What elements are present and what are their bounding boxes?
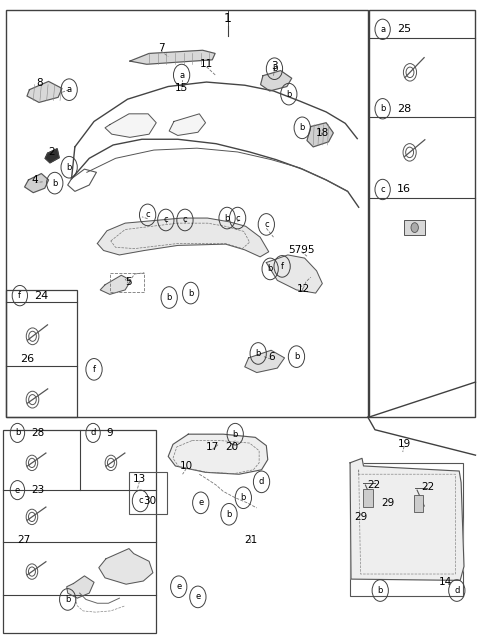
- Circle shape: [411, 223, 419, 233]
- Text: c: c: [138, 496, 143, 505]
- Text: b: b: [294, 352, 299, 361]
- Text: b: b: [167, 293, 172, 302]
- Text: e: e: [195, 592, 201, 601]
- Text: d: d: [259, 477, 264, 487]
- Text: 27: 27: [17, 535, 31, 545]
- Text: 8: 8: [36, 78, 43, 89]
- Text: 7: 7: [158, 43, 164, 53]
- Polygon shape: [105, 114, 156, 138]
- Text: c: c: [183, 215, 187, 224]
- Bar: [404, 220, 425, 235]
- Text: 20: 20: [225, 442, 239, 452]
- Text: 24: 24: [34, 290, 48, 301]
- Text: 9: 9: [106, 428, 113, 438]
- Text: b: b: [267, 264, 273, 273]
- Text: 16: 16: [397, 185, 411, 194]
- Text: 19: 19: [397, 439, 411, 448]
- Text: 30: 30: [144, 496, 156, 506]
- Text: e: e: [198, 498, 204, 507]
- Polygon shape: [45, 149, 59, 163]
- Polygon shape: [266, 255, 323, 293]
- Text: 23: 23: [31, 485, 44, 495]
- Bar: [414, 494, 423, 512]
- Text: d: d: [90, 429, 96, 438]
- Text: e: e: [176, 582, 181, 591]
- Text: 11: 11: [200, 59, 213, 69]
- Polygon shape: [169, 114, 205, 136]
- Text: 29: 29: [381, 498, 394, 508]
- Text: 17: 17: [205, 442, 219, 452]
- Polygon shape: [168, 434, 268, 474]
- Text: f: f: [93, 365, 96, 374]
- Polygon shape: [100, 275, 131, 294]
- Polygon shape: [99, 548, 153, 584]
- Text: c: c: [264, 220, 269, 229]
- Text: 1: 1: [224, 12, 232, 25]
- Text: 6: 6: [268, 352, 275, 362]
- Text: 15: 15: [175, 83, 188, 94]
- Text: f: f: [281, 262, 284, 271]
- Bar: [3, 430, 156, 633]
- Text: 22: 22: [367, 480, 381, 490]
- Polygon shape: [261, 71, 292, 91]
- Polygon shape: [350, 459, 464, 580]
- Polygon shape: [67, 576, 94, 598]
- Text: a: a: [380, 25, 385, 34]
- Text: 5795: 5795: [288, 245, 314, 255]
- Text: 28: 28: [31, 428, 44, 438]
- Text: b: b: [66, 162, 72, 172]
- Text: a: a: [179, 71, 184, 80]
- Text: b: b: [224, 213, 230, 222]
- Text: b: b: [255, 349, 261, 358]
- Text: b: b: [226, 510, 232, 519]
- Polygon shape: [307, 123, 333, 147]
- Text: b: b: [52, 178, 58, 188]
- Text: 5: 5: [126, 276, 132, 287]
- Text: a: a: [67, 85, 72, 94]
- Text: b: b: [65, 595, 71, 604]
- Text: c: c: [235, 213, 240, 222]
- Text: 13: 13: [133, 474, 146, 483]
- Bar: [350, 463, 463, 596]
- Text: b: b: [240, 493, 246, 502]
- Text: b: b: [378, 586, 383, 595]
- Text: b: b: [15, 429, 20, 438]
- Text: b: b: [232, 430, 238, 439]
- Text: b: b: [272, 64, 277, 73]
- Text: 21: 21: [244, 534, 258, 545]
- Text: c: c: [380, 185, 385, 194]
- Text: b: b: [188, 289, 193, 297]
- Text: 18: 18: [316, 128, 329, 138]
- Polygon shape: [27, 82, 62, 103]
- Bar: [363, 489, 372, 507]
- Polygon shape: [245, 350, 285, 373]
- Bar: [129, 472, 167, 513]
- Polygon shape: [24, 173, 48, 192]
- Bar: [369, 10, 476, 417]
- Text: 4: 4: [32, 175, 38, 185]
- Text: e: e: [15, 485, 20, 494]
- Text: 14: 14: [439, 577, 453, 587]
- Text: b: b: [380, 104, 385, 113]
- Text: c: c: [164, 215, 168, 224]
- Bar: [6, 10, 368, 417]
- Text: 22: 22: [421, 482, 435, 492]
- Text: 10: 10: [180, 461, 193, 471]
- Text: d: d: [454, 586, 459, 595]
- Polygon shape: [97, 218, 269, 257]
- Text: 2: 2: [48, 147, 55, 157]
- Text: 25: 25: [397, 24, 411, 34]
- Text: b: b: [300, 124, 305, 132]
- Bar: [6, 290, 77, 417]
- Text: 12: 12: [297, 283, 310, 294]
- Text: b: b: [286, 90, 291, 99]
- Text: 29: 29: [354, 512, 368, 522]
- Text: 26: 26: [20, 354, 34, 364]
- Text: 28: 28: [397, 104, 411, 114]
- Text: f: f: [18, 291, 21, 300]
- Polygon shape: [130, 50, 215, 64]
- Text: c: c: [145, 210, 150, 219]
- Text: 3: 3: [271, 61, 278, 71]
